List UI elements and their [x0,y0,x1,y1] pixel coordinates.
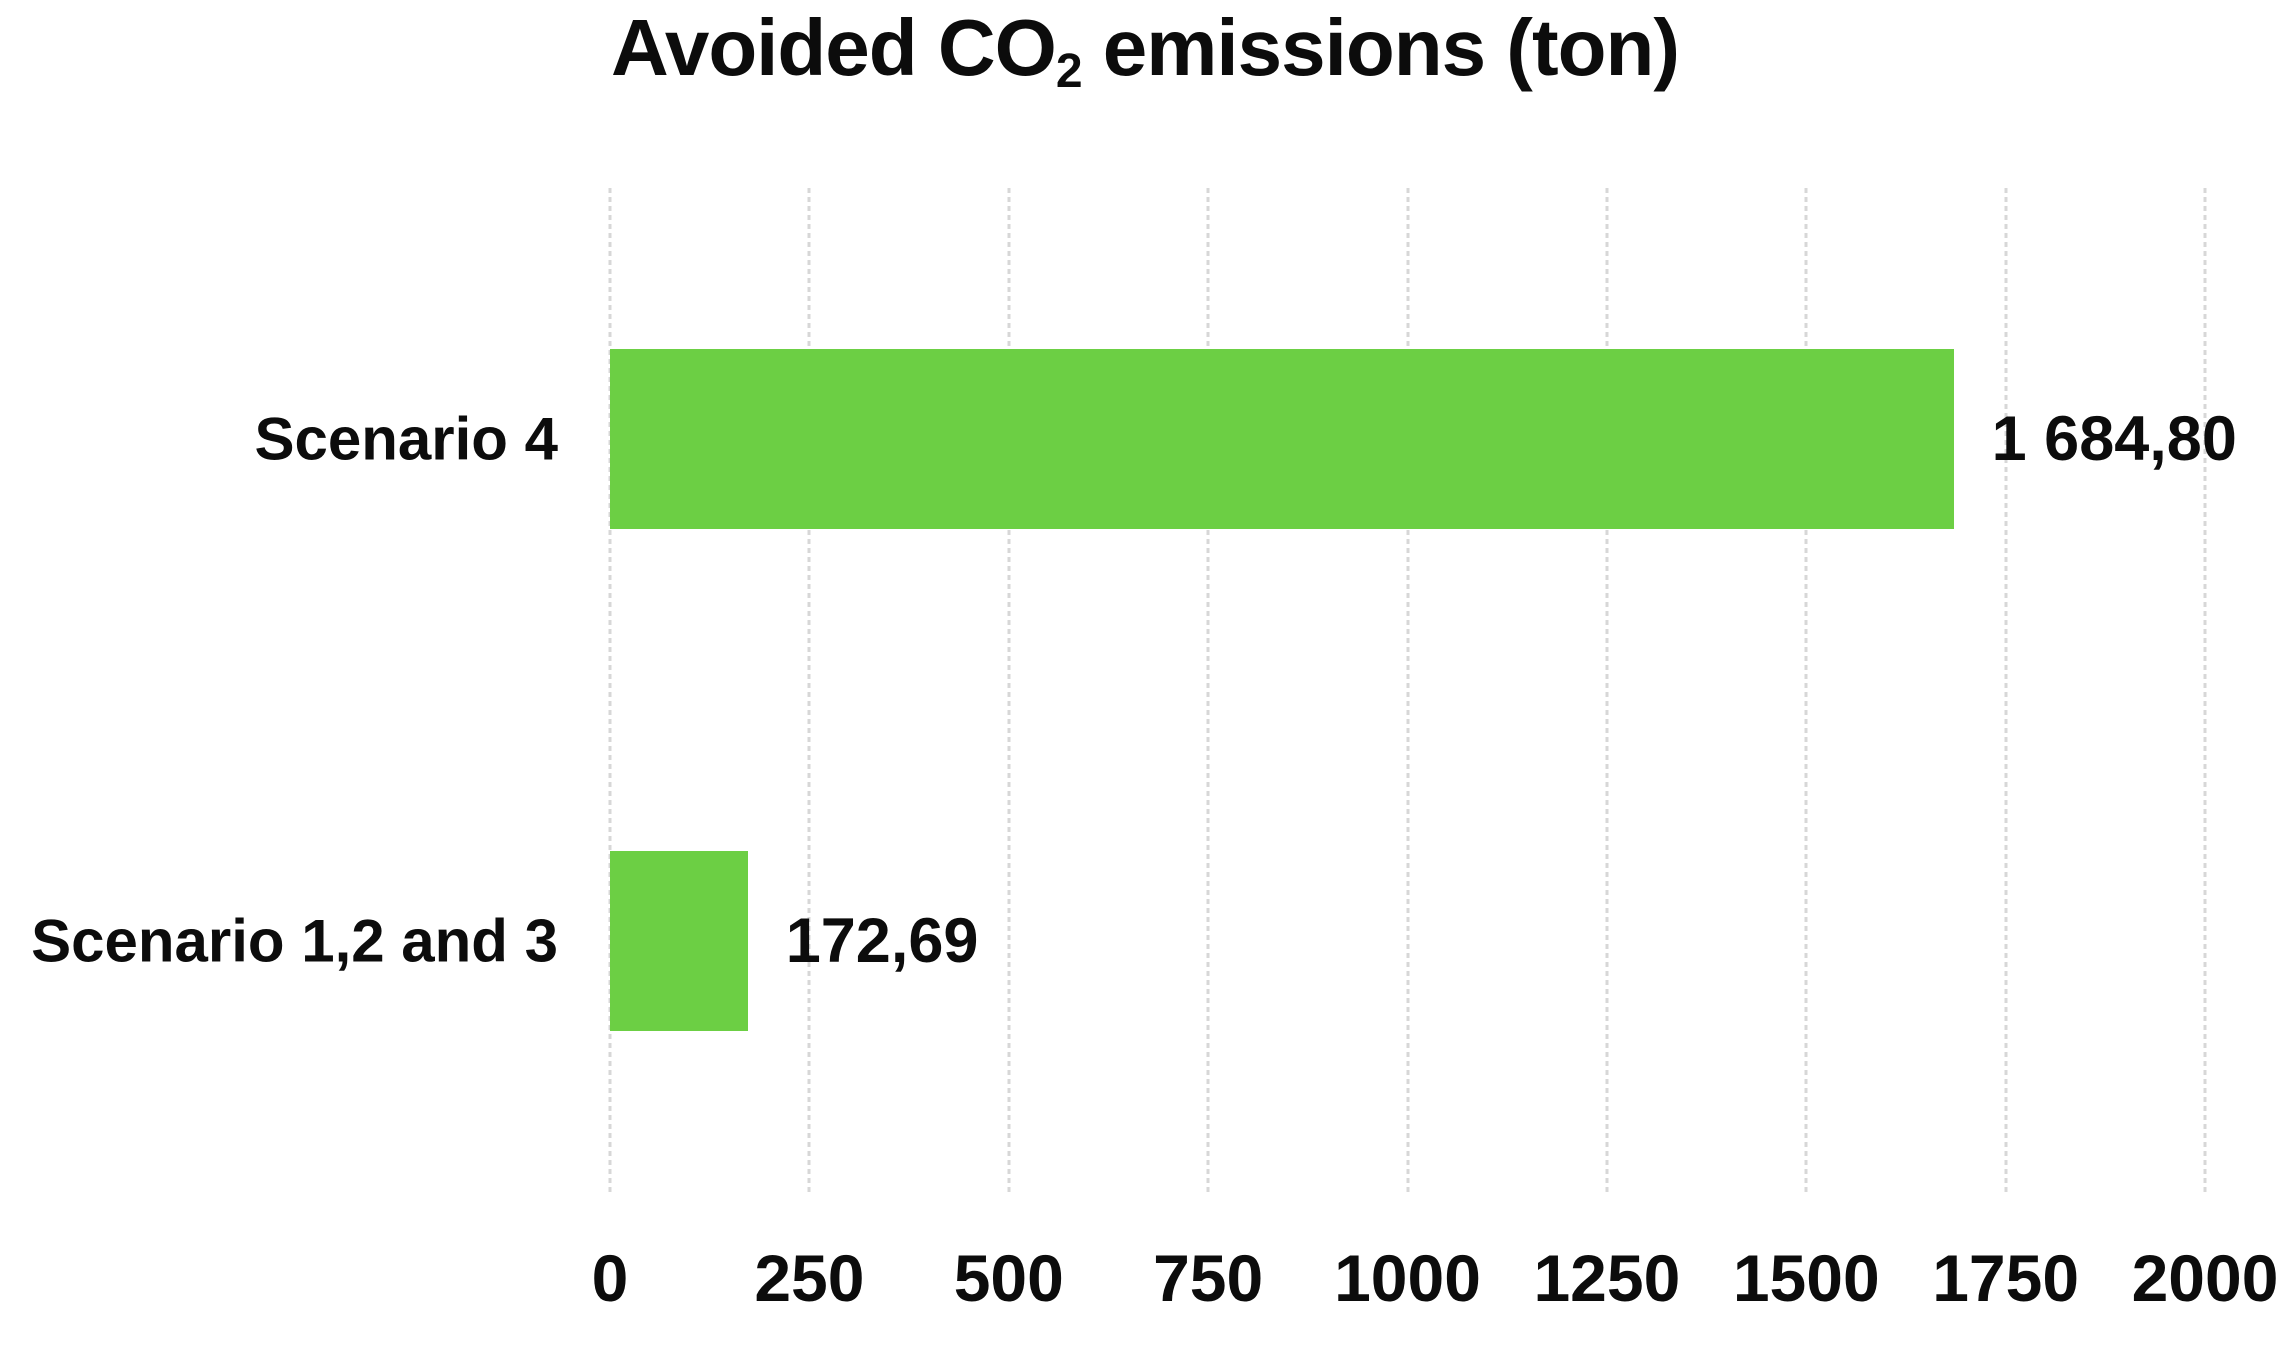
bar-row: 172,69 [610,851,2205,1031]
chart-title: Avoided CO2 emissions (ton) [0,2,2290,98]
chart-title-prefix: Avoided CO [611,3,1057,92]
x-tick-label: 500 [953,1241,1064,1315]
x-tick-label: 0 [591,1241,629,1315]
gridline [1406,188,1409,1192]
gridline [1605,188,1609,1192]
gridline [807,188,811,1192]
y-axis-labels: Scenario 4 Scenario 1,2 and 3 [0,188,558,1192]
bar-value-label: 172,69 [785,906,979,976]
gridline [1206,188,1210,1192]
x-tick-label: 1000 [1334,1241,1481,1315]
x-tick-label: 750 [1153,1241,1264,1315]
gridline [2203,188,2207,1192]
bar-value-label: 1 684,80 [1991,404,2237,474]
category-label-scenario-4: Scenario 4 [254,405,559,473]
x-tick-label: 1750 [1932,1241,2080,1315]
chart-body: Scenario 4 Scenario 1,2 and 3 1 684,80 1… [0,188,2290,1192]
bar [610,851,748,1031]
x-axis: 0 250 500 750 1000 1250 1500 1750 2000 [592,1240,2279,1330]
x-tick-label: 2000 [2131,1241,2279,1315]
gridline [1007,188,1011,1192]
gridline [1804,188,1808,1192]
bar [610,349,1954,529]
gridline [2004,188,2008,1192]
gridline [608,188,612,1192]
x-tick-label: 250 [754,1241,865,1315]
category-label-scenario-1-2-3: Scenario 1,2 and 3 [31,907,558,975]
x-tick-label: 1250 [1533,1241,1681,1315]
chart-title-suffix: emissions (ton) [1081,3,1680,92]
x-tick-label: 1500 [1732,1241,1880,1315]
bar-row: 1 684,80 [610,349,2237,529]
chart-title-subscript: 2 [1055,45,1083,99]
plot-area: 1 684,80 172,69 [608,188,2237,1192]
